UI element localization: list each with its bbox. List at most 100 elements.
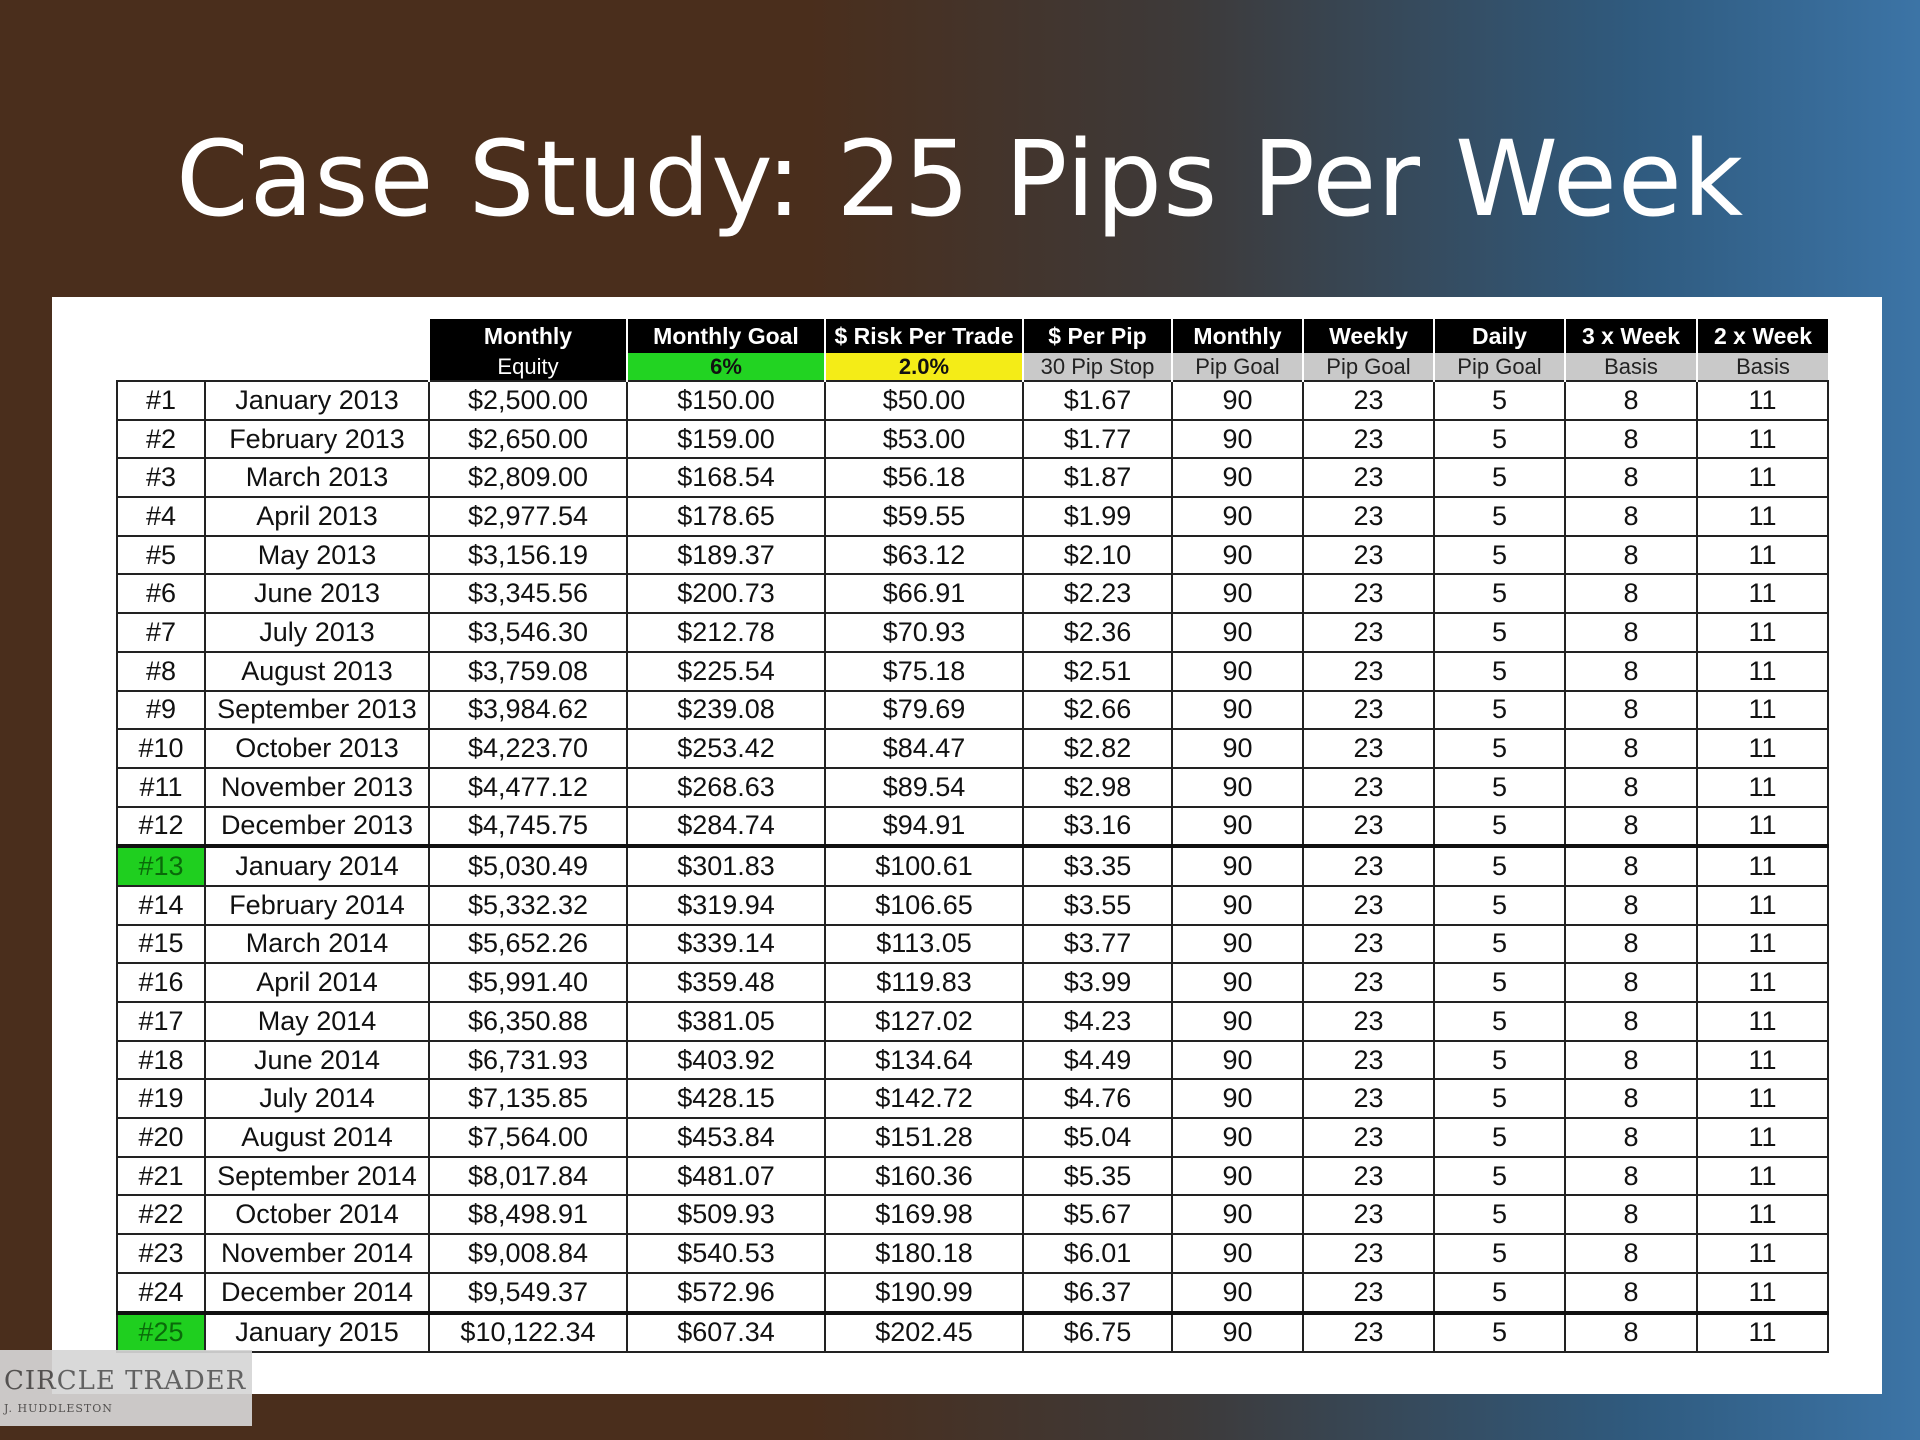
cell-basis-2x-week: 11 (1696, 805, 1829, 848)
cell-weekly-pip-goal: 23 (1302, 962, 1435, 1003)
table-row: #20 August 2014 $7,564.00 $453.84 $151.28 $5.… (116, 1117, 1829, 1158)
cell-basis-2x-week: 11 (1696, 1310, 1829, 1354)
cell-month: August 2013 (204, 650, 430, 692)
cell-row-number: #21 (116, 1155, 206, 1197)
cell-daily-pip-goal: 5 (1433, 612, 1566, 653)
cell-risk-per-trade: $94.91 (824, 805, 1024, 848)
cell-monthly-goal: $189.37 (626, 534, 826, 576)
cell-monthly-goal: $212.78 (626, 612, 826, 653)
cell-basis-3x-week: 8 (1564, 1155, 1698, 1197)
table-row: #9 September 2013 $3,984.62 $239.08 $79.69 $2… (116, 689, 1829, 731)
cell-basis-3x-week: 8 (1564, 1271, 1698, 1314)
cell-basis-2x-week: 11 (1696, 844, 1829, 887)
cell-basis-3x-week: 8 (1564, 923, 1698, 965)
table-row: #3 March 2013 $2,809.00 $168.54 $56.18 $1.87 9… (116, 457, 1829, 499)
cell-monthly-goal: $284.74 (626, 805, 826, 848)
cell-basis-3x-week: 8 (1564, 457, 1698, 499)
cell-monthly-equity: $5,652.26 (428, 923, 628, 965)
cell-risk-per-trade: $202.45 (824, 1310, 1024, 1354)
cell-monthly-goal: $268.63 (626, 766, 826, 808)
cell-monthly-equity: $8,498.91 (428, 1194, 628, 1236)
cell-monthly-pip-goal: 90 (1171, 1117, 1304, 1158)
cell-monthly-equity: $10,122.34 (428, 1310, 628, 1354)
cell-per-pip: $2.23 (1022, 573, 1173, 615)
cell-monthly-equity: $4,477.12 (428, 766, 628, 808)
subheader-daily-pip-goal: Pip Goal (1433, 353, 1565, 381)
cell-row-number: #4 (116, 496, 206, 537)
cell-daily-pip-goal: 5 (1433, 766, 1566, 808)
cell-basis-3x-week: 8 (1564, 844, 1698, 887)
cell-monthly-equity: $5,332.32 (428, 884, 628, 926)
cell-risk-per-trade: $53.00 (824, 418, 1024, 460)
cell-per-pip: $4.76 (1022, 1078, 1173, 1120)
cell-month: June 2014 (204, 1039, 430, 1081)
slide-title: Case Study: 25 Pips Per Week (175, 118, 1745, 240)
table-row: #21 September 2014 $8,017.84 $481.07 $160.36… (116, 1155, 1829, 1197)
logo-subtitle: J. HUDDLESTON (4, 1402, 113, 1415)
cell-daily-pip-goal: 5 (1433, 1078, 1566, 1120)
cell-weekly-pip-goal: 23 (1302, 612, 1435, 653)
cell-monthly-goal: $225.54 (626, 650, 826, 692)
cell-weekly-pip-goal: 23 (1302, 573, 1435, 615)
cell-daily-pip-goal: 5 (1433, 1117, 1566, 1158)
table-row: #18 June 2014 $6,731.93 $403.92 $134.64 $4.49… (116, 1039, 1829, 1081)
cell-weekly-pip-goal: 23 (1302, 496, 1435, 537)
cell-basis-3x-week: 8 (1564, 1233, 1698, 1274)
cell-per-pip: $2.82 (1022, 728, 1173, 769)
cell-row-number: #12 (116, 805, 206, 848)
cell-monthly-goal: $540.53 (626, 1233, 826, 1274)
cell-basis-3x-week: 8 (1564, 1310, 1698, 1354)
cell-monthly-pip-goal: 90 (1171, 1001, 1304, 1042)
cell-monthly-pip-goal: 90 (1171, 1310, 1304, 1354)
cell-monthly-goal: $253.42 (626, 728, 826, 769)
table-row: #1 January 2013 $2,500.00 $150.00 $50.00 $1.6… (116, 380, 1829, 421)
header-weekly-pip-goal: Weekly (1302, 319, 1434, 353)
cell-risk-per-trade: $75.18 (824, 650, 1024, 692)
cell-daily-pip-goal: 5 (1433, 534, 1566, 576)
spreadsheet-panel: Monthly Monthly Goal $ Risk Per Trade $ … (52, 297, 1882, 1394)
cell-month: February 2014 (204, 884, 430, 926)
circle-trader-logo: CIRCLE TRADER J. HUDDLESTON (0, 1350, 252, 1426)
cell-daily-pip-goal: 5 (1433, 1271, 1566, 1314)
cell-basis-3x-week: 8 (1564, 380, 1698, 421)
cell-month: September 2014 (204, 1155, 430, 1197)
header-2x-week: 2 x Week (1696, 319, 1828, 353)
cell-risk-per-trade: $127.02 (824, 1001, 1024, 1042)
cell-basis-2x-week: 11 (1696, 1078, 1829, 1120)
cell-monthly-equity: $3,759.08 (428, 650, 628, 692)
cell-month: May 2013 (204, 534, 430, 576)
table-row: #17 May 2014 $6,350.88 $381.05 $127.02 $4.23 9… (116, 1001, 1829, 1042)
cell-weekly-pip-goal: 23 (1302, 457, 1435, 499)
cell-basis-2x-week: 11 (1696, 923, 1829, 965)
subheader-risk-percent: 2.0% (824, 353, 1023, 381)
cell-risk-per-trade: $142.72 (824, 1078, 1024, 1120)
cell-per-pip: $1.67 (1022, 380, 1173, 421)
table-row: #2 February 2013 $2,650.00 $159.00 $53.00 $1.… (116, 418, 1829, 460)
cell-basis-3x-week: 8 (1564, 418, 1698, 460)
cell-monthly-pip-goal: 90 (1171, 766, 1304, 808)
cell-daily-pip-goal: 5 (1433, 457, 1566, 499)
subheader-weekly-pip-goal: Pip Goal (1302, 353, 1434, 381)
cell-risk-per-trade: $50.00 (824, 380, 1024, 421)
cell-monthly-pip-goal: 90 (1171, 962, 1304, 1003)
cell-basis-3x-week: 8 (1564, 496, 1698, 537)
cell-basis-2x-week: 11 (1696, 573, 1829, 615)
cell-monthly-equity: $6,350.88 (428, 1001, 628, 1042)
cell-monthly-pip-goal: 90 (1171, 650, 1304, 692)
cell-basis-3x-week: 8 (1564, 573, 1698, 615)
cell-monthly-equity: $5,030.49 (428, 844, 628, 887)
cell-monthly-goal: $403.92 (626, 1039, 826, 1081)
subheader-pip-stop: 30 Pip Stop (1022, 353, 1172, 381)
table-row: #11 November 2013 $4,477.12 $268.63 $89.54 $2… (116, 766, 1829, 808)
table-row: #22 October 2014 $8,498.91 $509.93 $169.98 $5… (116, 1194, 1829, 1236)
cell-per-pip: $3.35 (1022, 844, 1173, 887)
cell-risk-per-trade: $63.12 (824, 534, 1024, 576)
cell-daily-pip-goal: 5 (1433, 380, 1566, 421)
cell-weekly-pip-goal: 23 (1302, 923, 1435, 965)
cell-basis-3x-week: 8 (1564, 962, 1698, 1003)
cell-weekly-pip-goal: 23 (1302, 1001, 1435, 1042)
cell-month: January 2013 (204, 380, 430, 421)
table-row: #5 May 2013 $3,156.19 $189.37 $63.12 $2.10 90 2… (116, 534, 1829, 576)
cell-weekly-pip-goal: 23 (1302, 380, 1435, 421)
cell-row-number: #13 (116, 844, 206, 887)
